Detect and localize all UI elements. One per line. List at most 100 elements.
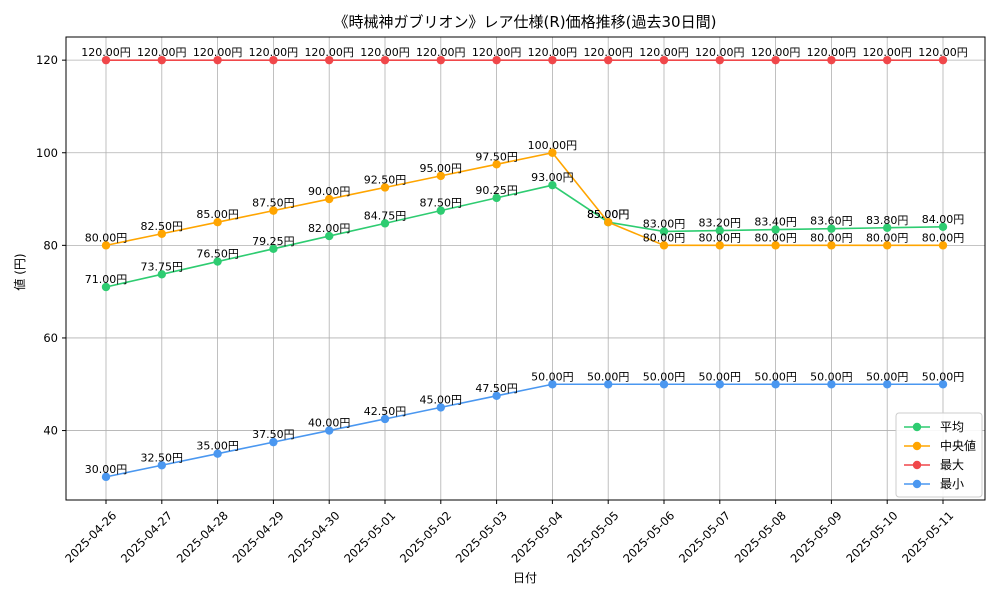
data-point (938, 380, 948, 389)
data-point (101, 55, 111, 65)
data-point (325, 231, 334, 241)
data-point (659, 241, 669, 250)
data-label: 50.00円 (922, 370, 965, 383)
data-label: 120.00円 (81, 46, 131, 59)
data-label: 79.25円 (252, 235, 295, 248)
data-point (548, 55, 557, 65)
y-tick-label: 120 (36, 53, 58, 67)
data-point (157, 461, 166, 470)
data-label: 50.00円 (699, 370, 742, 383)
y-tick-label: 80 (43, 238, 58, 252)
data-label: 80.00円 (866, 231, 909, 244)
data-label: 50.00円 (754, 370, 797, 383)
legend-item: 最大 (904, 458, 964, 472)
data-labels: 71.00円 73.75円 76.50円 79.25円 82.00円 84.75円 87.5… (81, 46, 968, 476)
data-point (548, 148, 557, 157)
legend-item: 平均 (904, 420, 964, 434)
legend-label: 最大 (940, 458, 964, 472)
data-point (157, 55, 166, 65)
data-label: 120.00円 (472, 46, 522, 59)
legend-swatch-marker (912, 422, 922, 432)
data-point (213, 257, 222, 266)
data-label: 80.00円 (810, 231, 853, 244)
data-label: 87.50円 (420, 197, 463, 210)
data-label: 30.00円 (85, 463, 128, 476)
data-label: 120.00円 (751, 46, 801, 59)
data-point (269, 206, 278, 215)
data-point (101, 241, 111, 250)
data-point (827, 380, 836, 389)
x-tick-label: 2025-05-05 (564, 508, 621, 565)
data-label: 87.50円 (252, 197, 295, 210)
x-tick-label: 2025-05-09 (788, 508, 845, 565)
data-label: 120.00円 (249, 46, 299, 59)
x-tick-label: 2025-05-11 (899, 508, 956, 565)
data-label: 97.50円 (475, 150, 518, 163)
data-label: 120.00円 (695, 46, 745, 59)
data-label: 120.00円 (193, 46, 243, 59)
data-point (380, 55, 390, 65)
data-point (883, 55, 892, 65)
plot-frame (65, 36, 986, 501)
data-point (101, 472, 111, 482)
legend-swatch-marker (912, 460, 922, 470)
data-label: 85.00円 (587, 208, 630, 221)
data-label: 84.00円 (922, 213, 965, 226)
axes: 4060801001202025-04-262025-04-272025-04-… (36, 36, 986, 566)
x-tick-label: 2025-05-08 (732, 508, 789, 565)
x-tick-label: 2025-05-04 (509, 508, 566, 565)
data-label: 120.00円 (528, 46, 578, 59)
x-axis-label: 日付 (513, 571, 537, 585)
data-point (771, 225, 780, 234)
x-tick-label: 2025-04-27 (118, 508, 175, 565)
data-label: 80.00円 (643, 231, 686, 244)
data-label: 35.00円 (196, 440, 239, 453)
legend-swatch-marker (912, 441, 922, 451)
data-label: 120.00円 (304, 46, 354, 59)
x-tick-label: 2025-05-07 (676, 508, 733, 565)
data-point (380, 414, 390, 424)
series-layer (101, 55, 948, 482)
legend-item: 中央値 (904, 438, 976, 453)
data-label: 120.00円 (862, 46, 912, 59)
data-point (771, 380, 780, 389)
data-label: 37.50円 (252, 428, 295, 441)
data-label: 80.00円 (85, 231, 128, 244)
data-point (827, 55, 836, 65)
data-label: 85.00円 (196, 208, 239, 221)
series-2 (101, 55, 948, 65)
x-tick-label: 2025-05-10 (843, 508, 900, 565)
x-tick-label: 2025-05-03 (453, 508, 510, 565)
data-label: 50.00円 (643, 370, 686, 383)
legend-label: 最小 (940, 477, 964, 491)
legend-item: 最小 (904, 477, 964, 491)
data-point (715, 241, 724, 250)
data-point (157, 270, 166, 279)
data-point (715, 226, 724, 235)
data-point (436, 206, 445, 215)
data-point (492, 391, 501, 401)
data-label: 80.00円 (699, 231, 742, 244)
data-label: 50.00円 (866, 370, 909, 383)
x-tick-label: 2025-04-26 (62, 508, 119, 565)
data-label: 83.60円 (810, 215, 853, 228)
data-label: 80.00円 (922, 231, 965, 244)
data-label: 83.80円 (866, 214, 909, 227)
data-point (883, 223, 892, 232)
grid (66, 37, 985, 500)
legend-swatch-marker (912, 479, 922, 489)
data-label: 76.50円 (196, 248, 239, 261)
data-point (548, 380, 557, 389)
x-tick-label: 2025-05-06 (620, 508, 677, 565)
data-point (715, 380, 724, 389)
data-point (548, 180, 557, 190)
data-point (715, 55, 724, 65)
data-label: 50.00円 (587, 370, 630, 383)
legend-label: 中央値 (940, 438, 976, 453)
data-point (771, 55, 780, 65)
data-label: 82.00円 (308, 222, 351, 235)
series-line (105, 151, 943, 247)
